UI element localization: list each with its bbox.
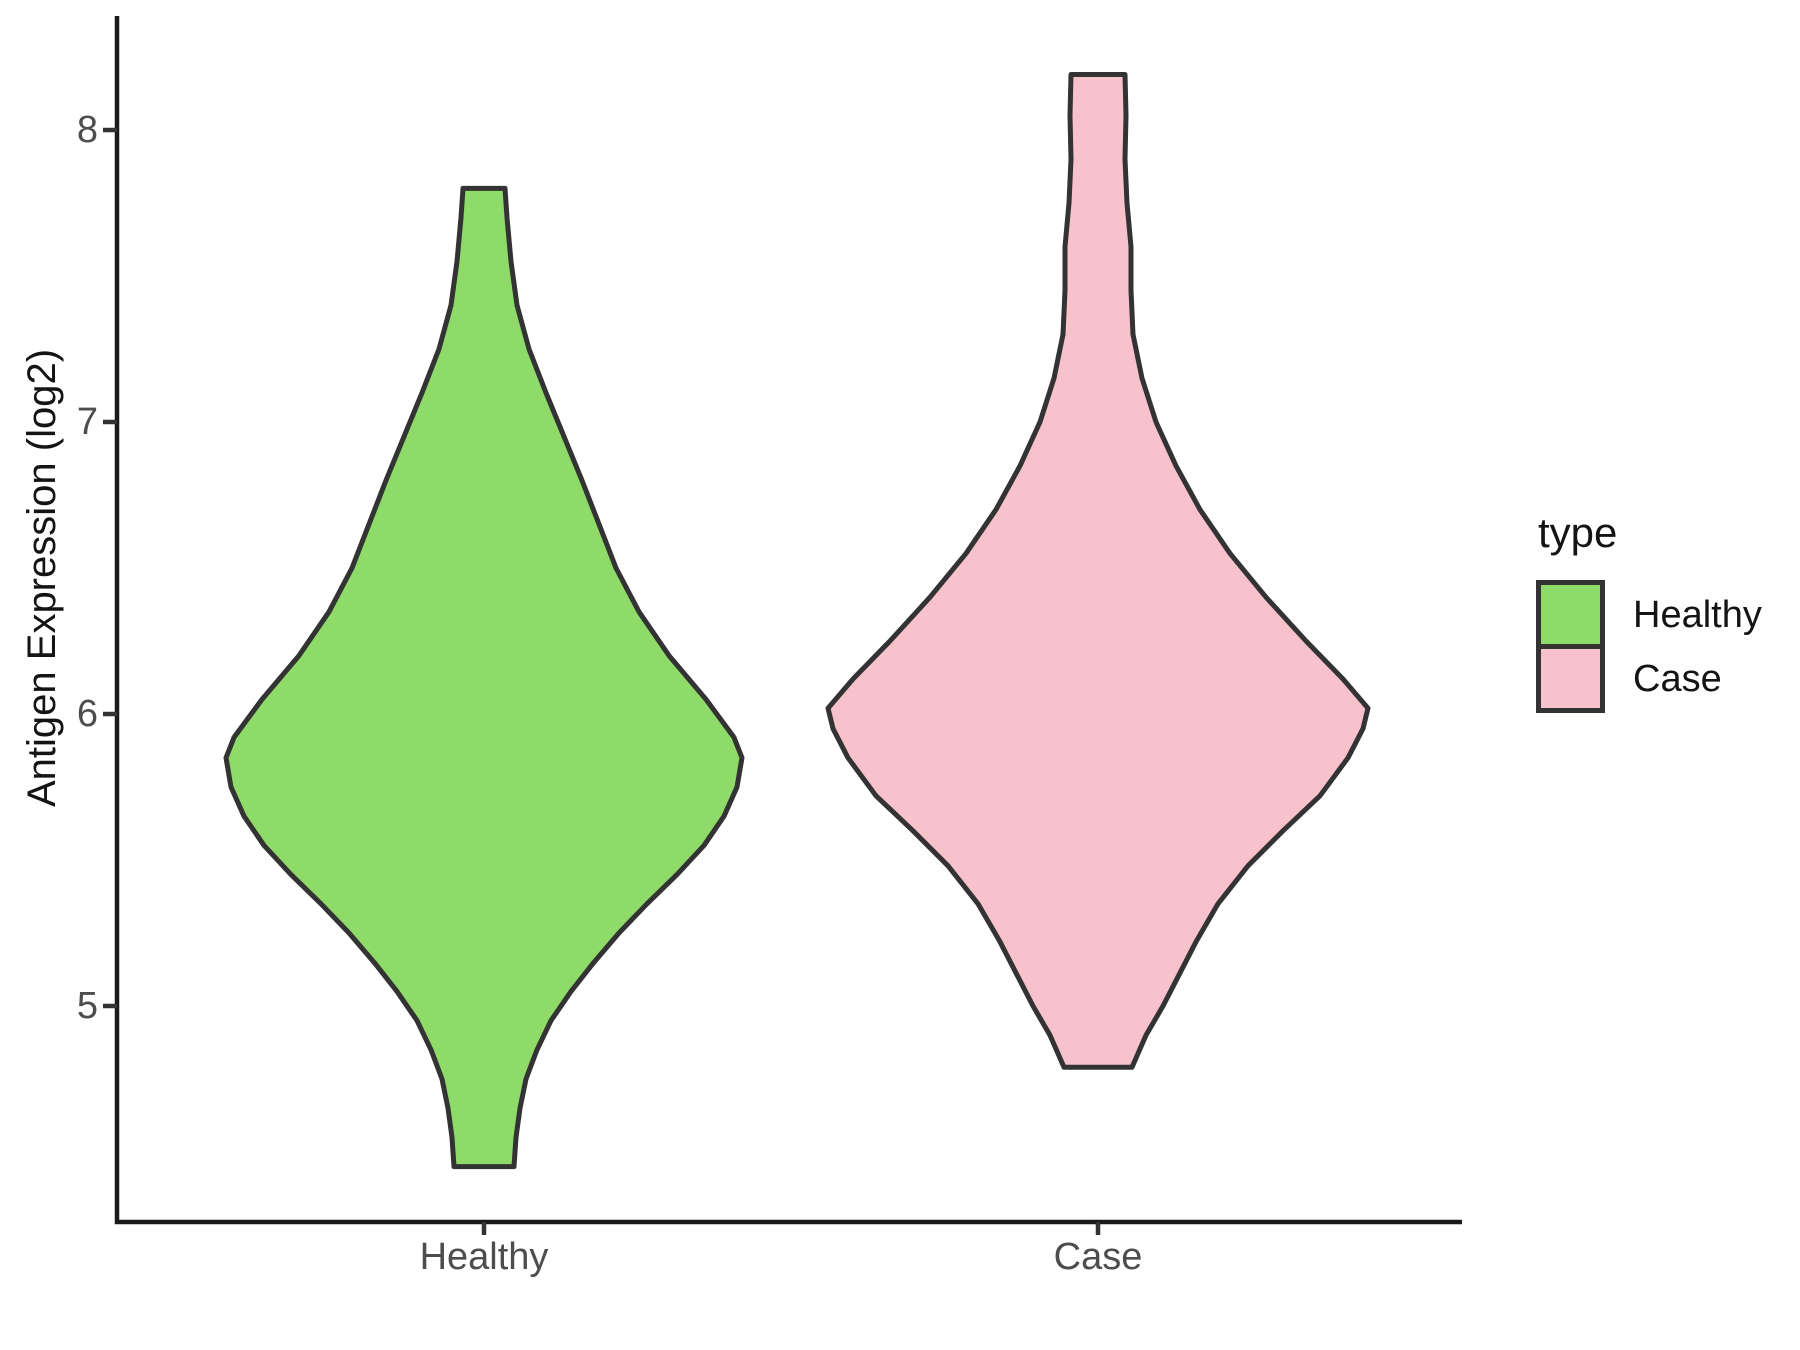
legend-label-healthy: Healthy <box>1633 593 1762 636</box>
legend-key-case-swatch <box>1536 644 1605 713</box>
violin-healthy <box>223 185 745 1170</box>
y-axis-title: Antigen Expression (log2) <box>20 348 64 808</box>
x-category-label-healthy: Healthy <box>419 1236 549 1278</box>
legend-key-healthy-swatch <box>1536 580 1605 649</box>
x-category-label-case: Case <box>1053 1236 1143 1278</box>
legend-label-case: Case <box>1633 657 1722 700</box>
legend-entry-case: Case <box>1536 644 1762 713</box>
y-tick-label-8: 8 <box>76 109 98 151</box>
y-tick-label-6: 6 <box>76 693 98 735</box>
y-tick-label-7: 7 <box>76 401 98 443</box>
legend: type Healthy Case <box>1536 512 1762 713</box>
violin-case <box>825 72 1371 1070</box>
y-tick-label-5: 5 <box>76 985 98 1027</box>
legend-entry-healthy: Healthy <box>1536 580 1762 649</box>
legend-title: type <box>1538 509 1618 556</box>
